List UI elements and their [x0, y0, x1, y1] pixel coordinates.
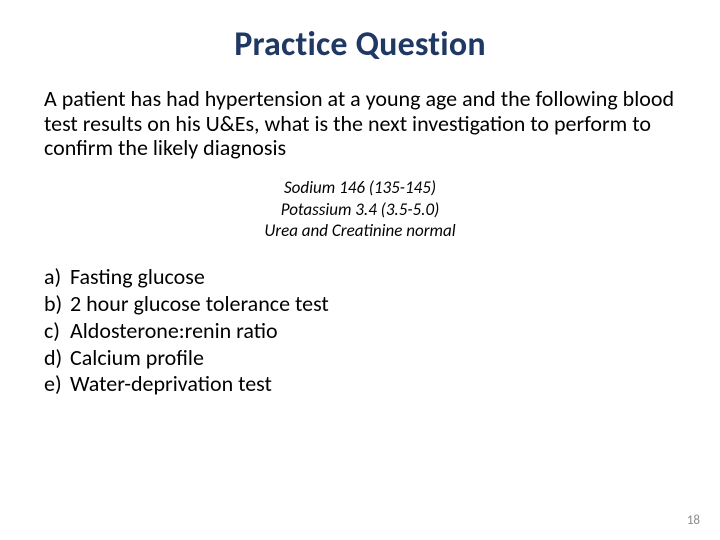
lab-line: Sodium 146 (135-145) — [44, 177, 676, 199]
option-label: e) — [44, 371, 70, 398]
option-text: Calcium profile — [70, 345, 204, 372]
question-stem: A patient has had hypertension at a youn… — [44, 87, 676, 161]
lab-values: Sodium 146 (135-145) Potassium 3.4 (3.5-… — [44, 177, 676, 242]
option-text: Water-deprivation test — [70, 371, 272, 398]
slide-title: Practice Question — [44, 24, 676, 65]
option-label: b) — [44, 291, 70, 318]
option-text: Aldosterone:renin ratio — [70, 318, 278, 345]
option-c: c) Aldosterone:renin ratio — [44, 318, 676, 345]
slide: Practice Question A patient has had hype… — [0, 0, 720, 540]
option-d: d) Calcium profile — [44, 345, 676, 372]
option-e: e) Water-deprivation test — [44, 371, 676, 398]
option-text: 2 hour glucose tolerance test — [70, 291, 329, 318]
page-number: 18 — [687, 513, 700, 528]
option-label: d) — [44, 345, 70, 372]
lab-line: Urea and Creatinine normal — [44, 220, 676, 242]
option-text: Fasting glucose — [70, 264, 205, 291]
option-label: c) — [44, 318, 70, 345]
lab-line: Potassium 3.4 (3.5-5.0) — [44, 199, 676, 221]
option-label: a) — [44, 264, 70, 291]
option-b: b) 2 hour glucose tolerance test — [44, 291, 676, 318]
option-a: a) Fasting glucose — [44, 264, 676, 291]
answer-options: a) Fasting glucose b) 2 hour glucose tol… — [44, 264, 676, 398]
